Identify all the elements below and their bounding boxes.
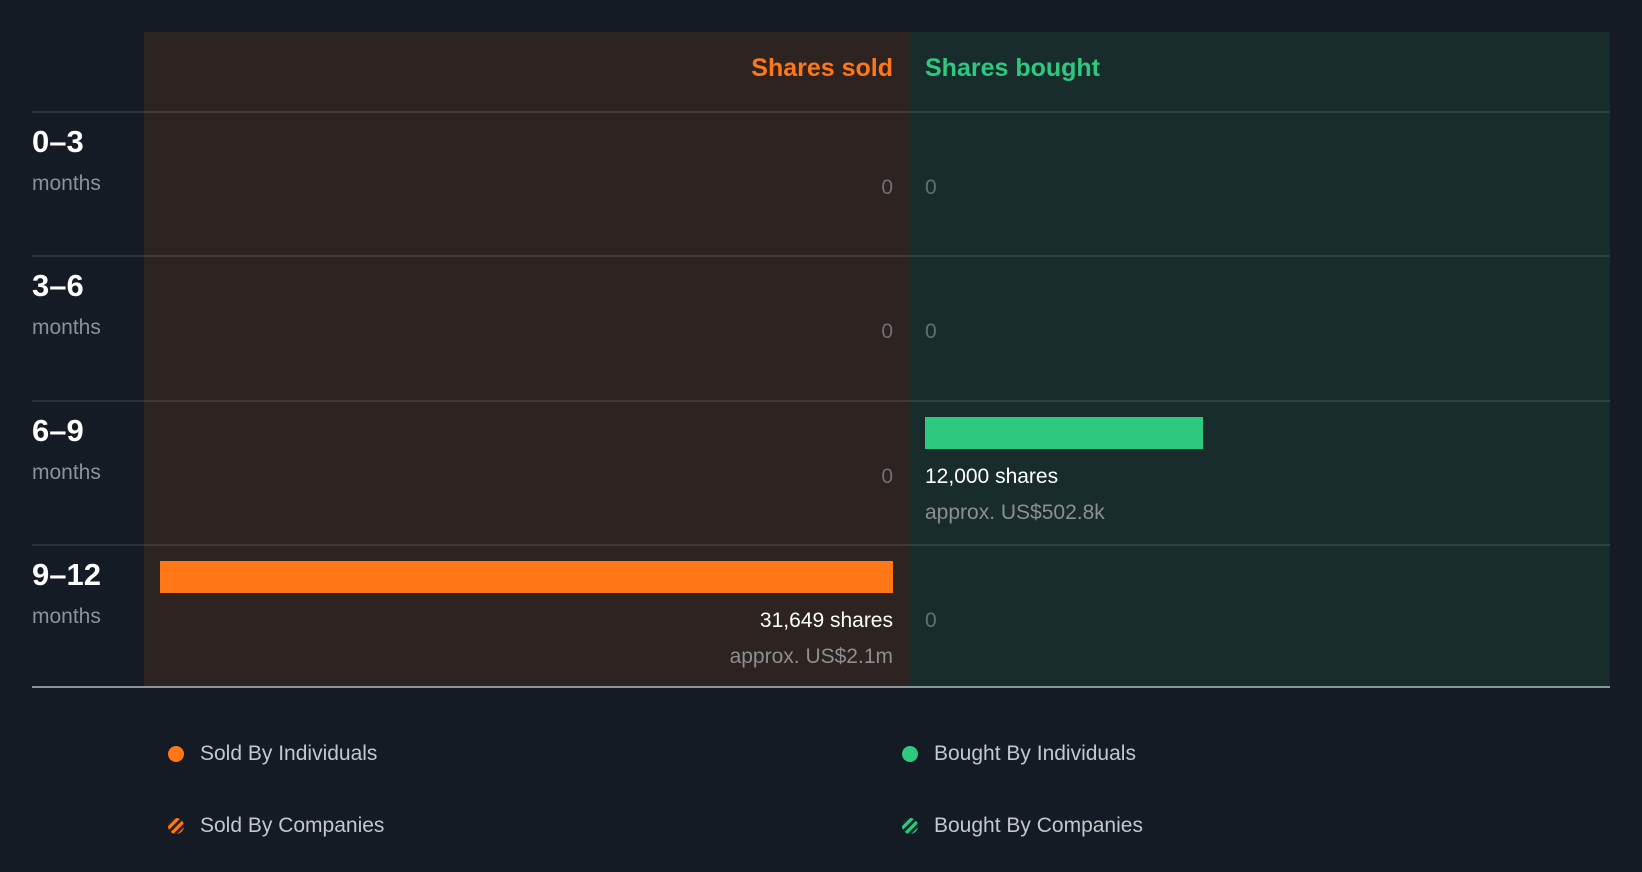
period-unit: months	[32, 605, 101, 628]
sold-value: 0	[881, 465, 893, 488]
period-row: 3–6 months 0 0	[0, 256, 1642, 400]
bought-bar[interactable]	[925, 417, 1203, 449]
legend-label: Bought By Individuals	[934, 742, 1136, 765]
orange-dot-icon	[168, 746, 184, 762]
orange-striped-dot-icon	[168, 818, 184, 834]
bought-value: 0	[925, 609, 937, 632]
sold-value: 0	[881, 176, 893, 199]
bought-approx-value: approx. US$502.8k	[925, 501, 1105, 524]
period-row: 0–3 months 0 0	[0, 112, 1642, 256]
bought-value: 0	[925, 176, 937, 199]
legend-label: Bought By Companies	[934, 814, 1143, 837]
period-label: 9–12	[32, 557, 101, 592]
legend-sold-companies[interactable]: Sold By Companies	[168, 814, 384, 838]
divider	[32, 111, 1610, 113]
period-label: 3–6	[32, 268, 84, 303]
legend-sold-individuals[interactable]: Sold By Individuals	[168, 742, 377, 766]
bought-shares: 12,000 shares	[925, 465, 1059, 488]
legend-label: Sold By Individuals	[200, 742, 378, 765]
period-unit: months	[32, 461, 101, 484]
period-label: 0–3	[32, 124, 84, 159]
sold-value: 0	[881, 320, 893, 343]
bought-panel	[909, 32, 1610, 687]
period-unit: months	[32, 316, 101, 339]
sold-shares: 31,649 shares	[759, 609, 893, 632]
axis-baseline	[32, 686, 1610, 688]
period-label: 6–9	[32, 413, 84, 448]
shares-bought-header: Shares bought	[925, 54, 1101, 82]
legend-bought-individuals[interactable]: Bought By Individuals	[902, 742, 1136, 766]
divider	[32, 544, 1610, 546]
green-dot-icon	[902, 746, 918, 762]
legend-label: Sold By Companies	[200, 814, 385, 837]
sold-bar[interactable]	[160, 561, 893, 593]
divider	[32, 255, 1610, 257]
divider	[32, 400, 1610, 402]
period-unit: months	[32, 172, 101, 195]
legend-bought-companies[interactable]: Bought By Companies	[902, 814, 1143, 838]
green-striped-dot-icon	[902, 818, 918, 834]
shares-sold-header: Shares sold	[751, 54, 893, 82]
period-row: 6–9 months 0 12,000 shares approx. US$50…	[0, 401, 1642, 545]
period-row: 9–12 months 31,649 shares approx. US$2.1…	[0, 545, 1642, 689]
bought-value: 0	[925, 320, 937, 343]
sold-approx-value: approx. US$2.1m	[729, 645, 893, 668]
